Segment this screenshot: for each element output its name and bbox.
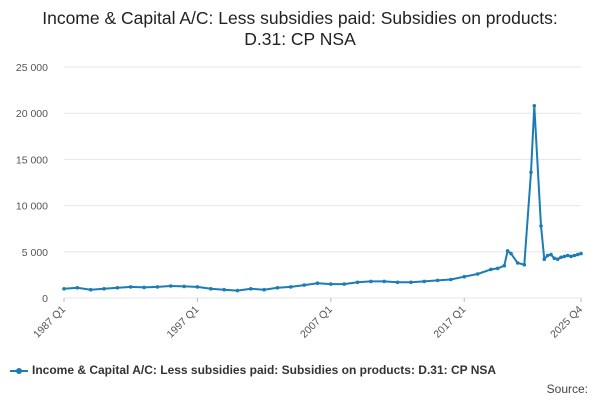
x-tick-label: 2017 Q1: [431, 304, 468, 341]
data-point[interactable]: [209, 287, 213, 291]
data-point[interactable]: [128, 285, 133, 289]
data-point[interactable]: [382, 279, 387, 284]
data-point[interactable]: [569, 254, 573, 259]
data-point[interactable]: [565, 253, 570, 258]
data-point[interactable]: [182, 284, 186, 289]
data-point[interactable]: [542, 257, 547, 262]
data-point[interactable]: [302, 283, 307, 287]
data-point[interactable]: [222, 287, 226, 292]
chart-title: Income & Capital A/C: Less subsidies pai…: [42, 8, 558, 49]
data-point[interactable]: [329, 282, 333, 286]
data-point[interactable]: [155, 285, 160, 289]
y-axis-ticks: 0 5 000 10 000 15 000 20 000 25 000: [16, 62, 48, 305]
data-point[interactable]: [262, 287, 266, 292]
data-point[interactable]: [168, 284, 173, 288]
data-point[interactable]: [249, 287, 253, 291]
data-point[interactable]: [575, 252, 580, 257]
data-point[interactable]: [235, 288, 240, 293]
grid-layer: [64, 66, 581, 299]
data-point[interactable]: [355, 280, 360, 285]
data-point[interactable]: [545, 253, 550, 258]
data-point[interactable]: [509, 251, 513, 256]
data-point[interactable]: [315, 281, 320, 286]
data-point[interactable]: [572, 253, 577, 258]
data-point[interactable]: [559, 255, 563, 260]
data-point[interactable]: [342, 282, 347, 286]
data-point[interactable]: [62, 287, 66, 291]
data-point[interactable]: [289, 285, 293, 289]
data-point[interactable]: [115, 286, 120, 290]
data-point[interactable]: [88, 287, 93, 292]
legend-label: Income & Capital A/C: Less subsidies pai…: [32, 363, 497, 377]
x-tick-label: 1987 Q1: [31, 304, 68, 341]
data-point[interactable]: [275, 286, 280, 290]
data-point[interactable]: [552, 256, 557, 261]
x-axis-ticks: 1987 Q1 1997 Q1 2007 Q1 2017 Q1 2025 Q4: [31, 298, 585, 341]
y-tick-label: 0: [42, 293, 48, 305]
data-point[interactable]: [75, 286, 80, 290]
data-point[interactable]: [422, 279, 427, 284]
data-point[interactable]: [539, 224, 543, 228]
data-point[interactable]: [555, 257, 560, 262]
data-point[interactable]: [502, 263, 507, 268]
data-point[interactable]: [529, 170, 533, 175]
data-point[interactable]: [489, 267, 493, 272]
series-line: [63, 104, 582, 292]
legend-swatch: [10, 366, 28, 376]
y-tick-label: 15 000: [16, 154, 48, 166]
y-tick-label: 20 000: [16, 108, 48, 120]
data-point[interactable]: [562, 254, 567, 259]
data-point[interactable]: [435, 278, 440, 283]
y-tick-label: 25 000: [16, 62, 48, 74]
data-point[interactable]: [515, 261, 520, 265]
legend[interactable]: Income & Capital A/C: Less subsidies pai…: [10, 363, 595, 381]
data-point[interactable]: [579, 251, 583, 256]
x-tick-label: 1997 Q1: [165, 304, 202, 341]
legend-swatch-marker: [16, 367, 22, 374]
data-point[interactable]: [495, 266, 500, 271]
data-point[interactable]: [369, 279, 373, 284]
data-point[interactable]: [532, 104, 537, 108]
data-point[interactable]: [549, 252, 553, 257]
data-point[interactable]: [102, 287, 106, 291]
data-point[interactable]: [462, 274, 467, 279]
data-point[interactable]: [522, 262, 527, 267]
data-point[interactable]: [395, 280, 400, 285]
data-point[interactable]: [195, 285, 200, 289]
data-point[interactable]: [142, 285, 146, 290]
y-tick-label: 5 000: [22, 247, 48, 259]
data-point[interactable]: [409, 280, 413, 285]
data-point[interactable]: [475, 272, 480, 276]
data-point[interactable]: [505, 249, 510, 253]
series-layer: [62, 104, 583, 293]
data-point[interactable]: [449, 277, 453, 282]
source-label: Source:: [546, 382, 588, 396]
y-tick-label: 10 000: [16, 201, 48, 213]
x-tick-label: 2007 Q1: [298, 304, 335, 341]
x-tick-label: 2025 Q4: [548, 304, 585, 341]
